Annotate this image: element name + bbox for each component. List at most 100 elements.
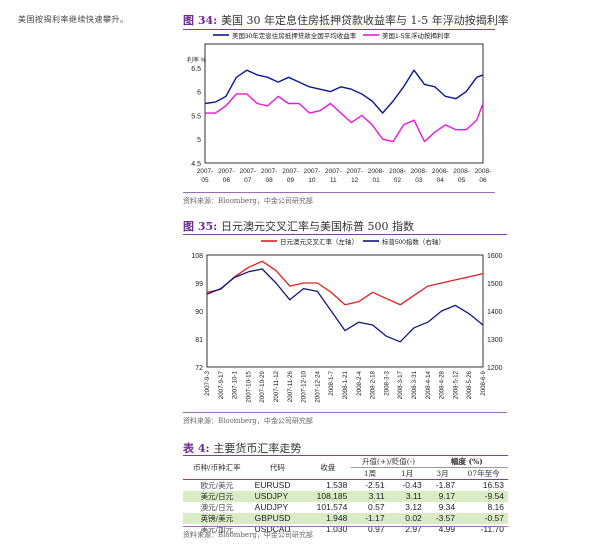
y-tick-label: 5 xyxy=(197,137,201,144)
row-w1: -1.17 xyxy=(351,513,389,524)
row-ytd: 8.16 xyxy=(487,502,504,512)
y2-tick-label: 1300 xyxy=(487,337,503,344)
x-tick-label: 2008-3-31 xyxy=(411,370,418,399)
row-w1: -2.51 xyxy=(365,480,385,490)
series-line-2 xyxy=(205,93,484,143)
hdr-divider xyxy=(183,479,508,480)
y-tick-label: 6 xyxy=(197,90,201,97)
row-code: USDJPY xyxy=(250,491,305,502)
fig35-title-text: 日元澳元交叉汇率与美国标普 500 指数 xyxy=(221,220,415,233)
fig34-label: 图 34: xyxy=(183,14,218,27)
row-w1: 0.97 xyxy=(368,524,385,534)
fig34-top-rule xyxy=(183,29,495,30)
fig34-source: 资料来源：Bloomberg，中金公司研究部 xyxy=(183,197,313,205)
x-tick-label: 2008-05 xyxy=(453,168,470,184)
fig35-title: 图 35: 日元澳元交叉汇率与美国标普 500 指数 xyxy=(183,218,414,234)
row-pair: 美元/加元 xyxy=(200,525,234,534)
fig35-source: 资料来源：Bloomberg，中金公司研究部 xyxy=(183,417,313,425)
x-tick-label: 2008-01 xyxy=(368,168,385,184)
x-tick-label: 2008-06 xyxy=(475,168,492,184)
fig34-bottom-rule xyxy=(183,192,495,193)
fig35-bottom-rule xyxy=(183,412,507,413)
x-tick-label: 2007-11 xyxy=(325,168,342,184)
hdr-ytd: 07年至今 xyxy=(467,469,500,478)
row-ytd: -11.70 xyxy=(480,524,504,534)
y-tick-label: 90 xyxy=(195,309,203,316)
x-tick-label: 2008-6-9 xyxy=(480,370,487,395)
legend-label: 美国1-5年浮动按揭利率 xyxy=(382,31,450,40)
x-tick-label: 2008-02 xyxy=(389,168,406,184)
x-tick-label: 2008-4-14 xyxy=(425,370,432,399)
x-tick-label: 2007-11-12 xyxy=(273,370,280,402)
x-tick-label: 2008-5-26 xyxy=(466,370,473,399)
chart35: 72 81 90 99 108 1200 1300 1400 1500 1600 2007-9-3 2… xyxy=(191,237,503,403)
x-tick-label: 2007-07 xyxy=(239,168,256,184)
x-tick-label: 2007-9-3 xyxy=(204,370,211,395)
fig34-title-text: 美国 30 年定息住房抵押贷款收益率与 1-5 年浮动按揭利率 xyxy=(221,14,509,27)
row-w1: 0.57 xyxy=(368,502,385,512)
y-tick-label: 6.5 xyxy=(191,66,201,73)
row-rate: 1.538 xyxy=(326,480,348,490)
hdr-code: 代码 xyxy=(269,463,285,472)
table4-title-text: 主要货币汇率走势 xyxy=(213,442,302,455)
fx-table: 币种/币种汇率 代码 收盘 升值(+)/贬值(-) 幅度 (%) 1周 1月 3… xyxy=(183,456,508,535)
series-line-1 xyxy=(206,260,484,306)
x-tick-label: 2007-05 xyxy=(197,168,214,184)
row-pair: 澳元/日元 xyxy=(200,503,234,512)
row-ytd: -9.54 xyxy=(459,491,508,502)
hdr-pair: 币种/币种汇率 xyxy=(193,463,241,472)
side-note: 美国按揭利率继续快速攀升。 xyxy=(18,15,129,24)
hdr-rate: 收盘 xyxy=(320,463,336,472)
hdr-m3: 3月 xyxy=(436,469,449,478)
y-tick-label: 5.5 xyxy=(191,113,201,120)
y2-tick-label: 1500 xyxy=(487,281,503,288)
x-tick-label: 2008-2-4 xyxy=(356,370,363,395)
series-line-2 xyxy=(206,268,484,343)
legend-label: 日元澳元交叉汇率（左轴） xyxy=(280,237,358,246)
row-pair: 英镑/美元 xyxy=(183,513,251,524)
row-pair: 欧元/美元 xyxy=(200,481,234,490)
x-tick-label: 2007-9-17 xyxy=(218,370,225,399)
x-tick-label: 2007-12-24 xyxy=(314,370,321,402)
table4-source: 资料来源：Bloomberg，中金公司研究部 xyxy=(183,531,313,539)
row-mo1: -0.43 xyxy=(402,480,422,490)
row-code: AUDJPY xyxy=(254,502,289,512)
y-axis-label: 利率 % xyxy=(187,56,207,64)
row-code: GBPUSD xyxy=(250,513,305,524)
x-tick-label: 2008-5-12 xyxy=(452,370,459,399)
x-tick-label: 2007-10-29 xyxy=(259,370,266,402)
row-pair: 美元/日元 xyxy=(183,491,251,502)
hdr-w1: 1周 xyxy=(363,469,377,478)
plot-frame xyxy=(204,43,484,164)
row-mo1: 3.12 xyxy=(405,502,422,512)
row-mo1: 0.02 xyxy=(388,513,426,524)
row-m3: -3.57 xyxy=(425,513,460,524)
y2-tick-label: 1600 xyxy=(487,253,503,260)
y-tick-label: 72 xyxy=(195,365,203,372)
row-rate: 1.030 xyxy=(326,524,348,534)
table4-label: 表 4: xyxy=(183,442,210,455)
x-tick-label: 2007-12-10 xyxy=(301,370,308,402)
y-tick-label: 108 xyxy=(191,253,203,260)
x-tick-label: 2008-3-17 xyxy=(397,370,404,399)
hdr-amp-group: 幅度 (%) xyxy=(425,456,508,468)
x-tick-label: 2007-09 xyxy=(282,168,299,184)
row-mo1: 2.97 xyxy=(405,524,422,534)
y-tick-label: 99 xyxy=(195,281,203,288)
table4-title: 表 4: 主要货币汇率走势 xyxy=(183,440,301,456)
row-rate: 1.948 xyxy=(304,513,352,524)
table-row: 欧元/美元 EURUSD 1.538 -2.51 -0.43 -1.87 16.… xyxy=(183,480,508,491)
plot-frame xyxy=(206,254,484,368)
row-code: EURUSD xyxy=(254,480,291,490)
row-m3: 4.99 xyxy=(438,524,456,534)
fig35-top-rule xyxy=(183,234,507,235)
row-w1: 3.11 xyxy=(351,491,389,502)
table-row: 美元/加元 USDCAD 1.030 0.97 2.97 4.99 -11.70 xyxy=(183,524,508,535)
x-tick-label: 2007-12 xyxy=(346,168,363,184)
row-rate: 108.185 xyxy=(304,491,352,502)
table-row: 英镑/美元 GBPUSD 1.948 -1.17 0.02 -3.57 -0.5… xyxy=(183,513,508,524)
row-m3: -1.87 xyxy=(435,480,456,490)
row-m3: 9.17 xyxy=(425,491,460,502)
table-row: 美元/日元 USDJPY 108.185 3.11 3.11 9.17 -9.5… xyxy=(183,491,508,502)
